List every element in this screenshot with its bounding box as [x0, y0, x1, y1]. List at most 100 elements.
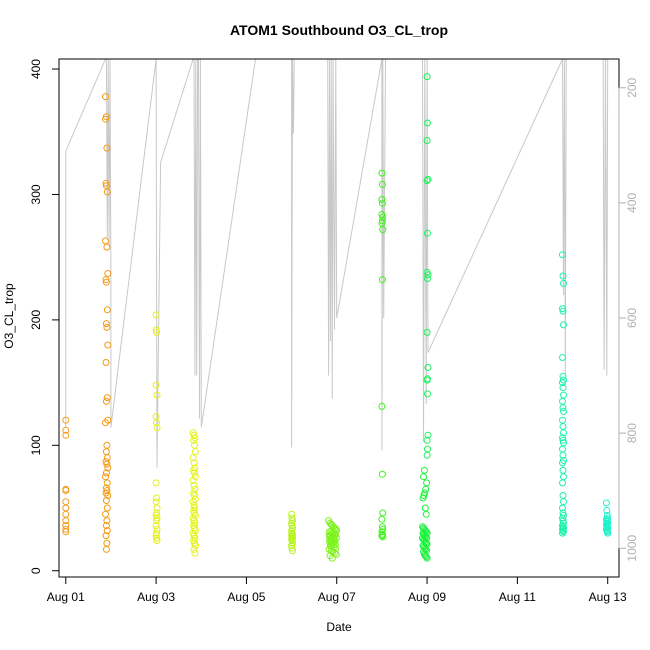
- data-point: [560, 528, 567, 536]
- data-point: [103, 243, 111, 251]
- data-point: [559, 514, 566, 522]
- data-point: [559, 354, 566, 361]
- data-point: [378, 217, 386, 225]
- data-point: [102, 545, 110, 553]
- data-point: [423, 436, 431, 444]
- data-point: [153, 391, 161, 399]
- data-point: [288, 542, 296, 550]
- data-point: [560, 473, 567, 481]
- data-point: [62, 517, 70, 525]
- data-point: [423, 73, 431, 81]
- right-tick-label: 400: [625, 193, 639, 213]
- data-point: [104, 464, 112, 472]
- data-point: [423, 451, 431, 459]
- data-point: [424, 390, 431, 398]
- data-point: [152, 326, 160, 334]
- data-point: [604, 529, 612, 537]
- data-point: [288, 544, 296, 552]
- data-point: [423, 479, 431, 487]
- data-point: [422, 553, 430, 561]
- right-tick-label: 600: [625, 308, 639, 328]
- data-point: [559, 504, 566, 512]
- data-point: [190, 459, 198, 467]
- data-point: [103, 460, 111, 468]
- data-point: [191, 542, 199, 550]
- data-point: [102, 359, 110, 366]
- y-tick-label: 300: [29, 184, 43, 204]
- series-group: [378, 169, 387, 541]
- data-point: [62, 498, 70, 506]
- data-point: [103, 394, 111, 402]
- data-point: [102, 448, 110, 456]
- data-point: [379, 226, 387, 234]
- data-point: [424, 275, 431, 282]
- data-point: [378, 199, 386, 207]
- data-point: [559, 492, 567, 499]
- data-point: [424, 119, 431, 127]
- data-point: [559, 384, 567, 392]
- series-group: [189, 429, 199, 557]
- right-tick-label: 200: [625, 77, 639, 97]
- data-point: [289, 534, 296, 542]
- data-point: [153, 514, 161, 522]
- data-point: [559, 445, 566, 453]
- data-point: [288, 519, 296, 527]
- data-point: [559, 529, 566, 537]
- y-tick-label: 0: [29, 567, 43, 574]
- data-point: [153, 494, 160, 502]
- series-group: [62, 416, 70, 536]
- data-point: [190, 436, 198, 444]
- x-tick-label: Aug 05: [227, 590, 265, 604]
- data-point: [424, 431, 432, 439]
- data-point: [420, 473, 427, 481]
- data-point: [62, 487, 70, 494]
- data-point: [103, 454, 111, 462]
- data-point: [103, 441, 111, 449]
- data-point: [378, 196, 386, 203]
- data-point: [559, 451, 567, 459]
- data-point: [378, 515, 386, 523]
- data-point: [559, 379, 566, 387]
- data-point: [559, 423, 567, 430]
- data-point: [288, 514, 296, 522]
- data-point: [102, 237, 109, 245]
- data-point: [423, 376, 431, 384]
- right-tick-label: 800: [625, 423, 639, 443]
- data-point: [559, 272, 567, 280]
- data-point: [104, 341, 112, 349]
- data-point: [103, 527, 111, 535]
- data-point: [424, 229, 431, 237]
- series-group: [288, 510, 296, 555]
- y-tick-label: 100: [29, 435, 43, 455]
- data-point: [288, 537, 296, 545]
- y-axis: 0 100 200 300 400: [29, 59, 60, 574]
- data-point: [152, 532, 160, 540]
- data-point: [102, 522, 110, 530]
- data-point: [102, 115, 109, 123]
- data-point: [152, 522, 160, 530]
- data-point: [560, 280, 567, 287]
- data-point: [332, 550, 340, 558]
- data-point: [102, 484, 110, 492]
- data-point: [62, 528, 70, 536]
- data-point: [102, 469, 110, 477]
- data-point: [423, 137, 431, 144]
- x-axis: Aug 01 Aug 03 Aug 05 Aug 07 Aug 09 Aug 11 Aug …: [47, 576, 627, 604]
- altitude-profile-layer: [65, 58, 609, 468]
- data-point: [328, 554, 336, 562]
- data-point: [153, 504, 161, 512]
- data-point: [423, 554, 431, 562]
- data-point: [424, 364, 432, 371]
- data-point: [603, 507, 611, 514]
- data-point: [189, 454, 197, 462]
- data-point: [190, 545, 198, 553]
- data-point: [424, 445, 431, 453]
- x-tick-label: Aug 01: [47, 590, 85, 604]
- data-point: [104, 270, 112, 277]
- data-point: [379, 533, 387, 541]
- data-point: [559, 305, 566, 313]
- x-tick-label: Aug 11: [499, 590, 536, 604]
- data-point: [559, 404, 567, 412]
- data-point: [560, 498, 567, 506]
- data-point: [559, 251, 566, 259]
